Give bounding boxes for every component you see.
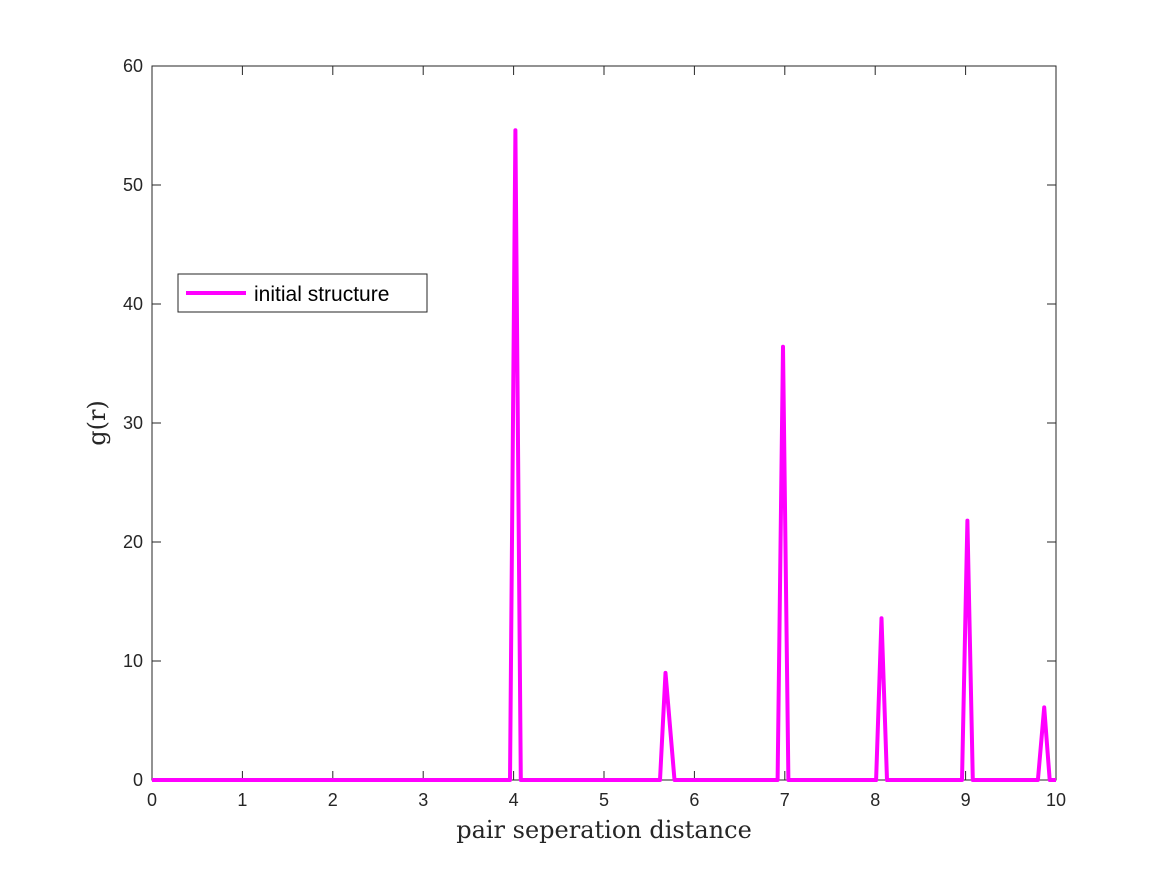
plot-area: [151, 65, 1057, 781]
series-layer: [152, 128, 1056, 782]
x-axis-title: pair seperation distance: [456, 816, 752, 844]
x-tick-label: 2: [328, 790, 338, 810]
x-tick-label: 7: [780, 790, 790, 810]
x-tick-label: 4: [509, 790, 519, 810]
x-tick-label: 5: [599, 790, 609, 810]
y-tick-label: 30: [123, 413, 143, 433]
x-tick-label: 10: [1046, 790, 1066, 810]
y-axis-title: g(r): [83, 400, 111, 446]
x-tick-label: 3: [418, 790, 428, 810]
legend-label: initial structure: [254, 283, 389, 306]
y-tick-label: 20: [123, 532, 143, 552]
y-tick-label: 10: [123, 651, 143, 671]
y-tick-label: 60: [123, 56, 143, 76]
axis-ticks: 0 1 2 3 4 5 6 7 8 9 10 0 10 20 30 40 50 60: [123, 56, 1066, 810]
x-tick-label: 1: [237, 790, 247, 810]
x-tick-label: 9: [961, 790, 971, 810]
series-line: [152, 128, 1056, 782]
x-tick-label: 8: [870, 790, 880, 810]
x-tick-label: 6: [689, 790, 699, 810]
y-tick-label: 50: [123, 175, 143, 195]
legend: initial structure: [177, 273, 428, 313]
y-tick-label: 0: [133, 770, 143, 790]
x-tick-label: 0: [147, 790, 157, 810]
y-tick-label: 40: [123, 294, 143, 314]
